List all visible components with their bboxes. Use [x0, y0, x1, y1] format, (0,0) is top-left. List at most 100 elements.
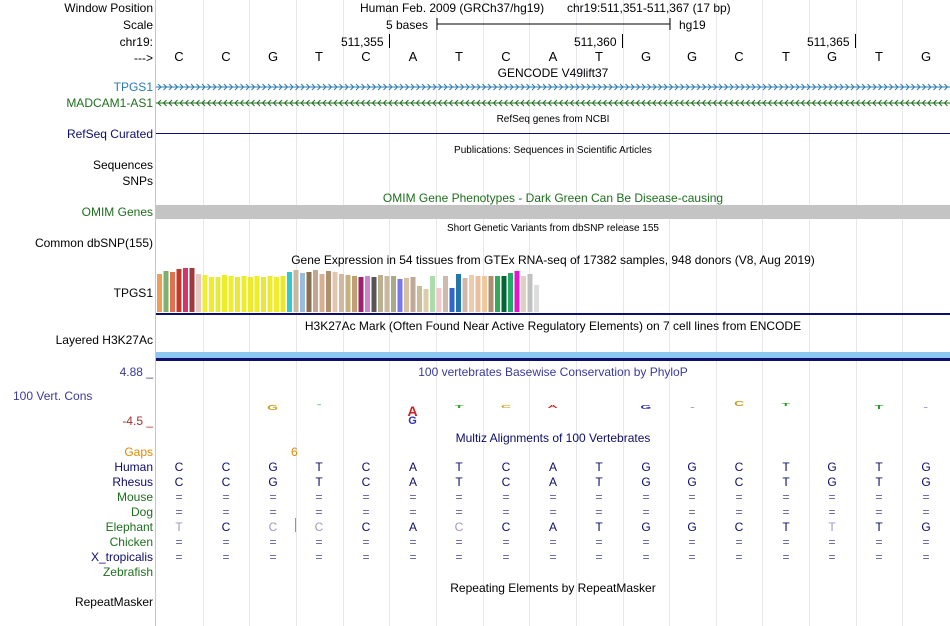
gtex-tissue-bar[interactable]: [534, 285, 539, 312]
omim-genes-label[interactable]: OMIM Genes: [81, 205, 153, 219]
gtex-tissue-bar[interactable]: [443, 276, 448, 312]
madcam1-as1-label[interactable]: MADCAM1-AS1: [66, 96, 153, 110]
gtex-tissue-bar[interactable]: [274, 277, 279, 312]
phylop-title[interactable]: 100 vertebrates Basewise Conservation by…: [418, 365, 688, 379]
gtex-tissue-bar[interactable]: [170, 272, 175, 312]
sequences-label[interactable]: Sequences: [92, 158, 153, 172]
gtex-tissue-bar[interactable]: [469, 275, 474, 312]
gtex-tissue-bar[interactable]: [261, 277, 266, 312]
gtex-tissue-bar[interactable]: [417, 286, 422, 312]
alignment-base: =: [828, 550, 836, 564]
gtex-tissue-bar[interactable]: [436, 288, 442, 312]
gtex-tissue-bar[interactable]: [501, 276, 507, 312]
gtex-tissue-bar[interactable]: [183, 268, 188, 312]
species-label[interactable]: Elephant: [105, 520, 153, 534]
gtex-tissue-bar[interactable]: [332, 272, 338, 312]
species-label[interactable]: Human: [114, 460, 153, 474]
gtex-tissue-bar[interactable]: [306, 272, 312, 312]
gencode-title[interactable]: GENCODE V49lift37: [497, 66, 609, 80]
gtex-tissue-bar[interactable]: [482, 276, 487, 312]
species-label[interactable]: Mouse: [116, 490, 153, 504]
species-label[interactable]: Rhesus: [112, 475, 153, 489]
species-label[interactable]: Zebrafish: [102, 565, 153, 579]
gtex-tissue-bar[interactable]: [521, 276, 526, 312]
gtex-tissue-bar[interactable]: [423, 289, 429, 312]
gtex-tissue-bar[interactable]: [280, 276, 286, 312]
gtex-tissue-bar[interactable]: [456, 274, 461, 312]
gtex-tissue-bar[interactable]: [235, 277, 240, 312]
gtex-tissue-bar[interactable]: [248, 277, 253, 312]
refseq-title[interactable]: RefSeq genes from NCBI: [496, 114, 610, 125]
publications-title[interactable]: Publications: Sequences in Scientific Ar…: [454, 145, 652, 156]
tpgs1-gene-line[interactable]: [156, 81, 950, 93]
species-label[interactable]: X_tropicalis: [90, 550, 153, 564]
gtex-tissue-bar[interactable]: [410, 277, 416, 312]
species-label[interactable]: Dog: [130, 505, 153, 519]
omim-bar[interactable]: [156, 205, 950, 219]
gtex-tissue-bar[interactable]: [215, 277, 221, 312]
alignment-base: C: [734, 460, 744, 474]
gtex-tissue-bar[interactable]: [495, 276, 500, 312]
gtex-tissue-bar[interactable]: [508, 273, 513, 312]
gtex-tissue-bar[interactable]: [157, 274, 162, 312]
gtex-tissue-bar[interactable]: [202, 275, 208, 312]
dbsnp-title[interactable]: Short Genetic Variants from dbSNP releas…: [447, 223, 659, 234]
gtex-tissue-bar[interactable]: [326, 271, 331, 312]
gtex-tissue-bar[interactable]: [209, 277, 214, 312]
gtex-tissue-bar[interactable]: [345, 275, 351, 312]
gtex-tissue-bar[interactable]: [378, 275, 383, 312]
gtex-expression-chart[interactable]: [156, 266, 950, 316]
h3k27ac-signal[interactable]: [156, 352, 950, 358]
gtex-tissue-bar[interactable]: [319, 274, 325, 312]
gtex-tissue-bar[interactable]: [430, 276, 435, 312]
gtex-tissue-bar[interactable]: [228, 276, 234, 312]
gtex-tissue-bar[interactable]: [514, 271, 520, 312]
gtex-tissue-bar[interactable]: [462, 278, 468, 312]
gtex-tissue-bar[interactable]: [196, 274, 201, 312]
phylop-sequence-logo[interactable]: G - A T C A G - C T T -G: [156, 392, 950, 426]
label-divider[interactable]: [155, 0, 156, 626]
gtex-tissue-bar[interactable]: [293, 270, 299, 312]
h3k27ac-title[interactable]: H3K27Ac Mark (Often Found Near Active Re…: [304, 319, 802, 333]
gtex-tissue-bar[interactable]: [475, 276, 481, 312]
gtex-tissue-bar[interactable]: [404, 278, 409, 312]
gtex-tissue-bar[interactable]: [527, 274, 533, 312]
gtex-tissue-bar[interactable]: [391, 276, 396, 312]
gtex-tissue-bar[interactable]: [189, 268, 195, 312]
gtex-tissue-bar[interactable]: [384, 276, 390, 312]
gtex-tissue-bar[interactable]: [449, 288, 455, 312]
gtex-tissue-bar[interactable]: [365, 276, 370, 312]
gtex-tpgs1-label[interactable]: TPGS1: [113, 286, 153, 300]
gtex-tissue-bar[interactable]: [313, 270, 318, 312]
gtex-tissue-bar[interactable]: [300, 273, 305, 312]
gtex-tissue-bar[interactable]: [254, 276, 260, 312]
gaps-label[interactable]: Gaps: [124, 445, 153, 459]
gtex-tissue-bar[interactable]: [176, 269, 182, 312]
refseq-curated-label[interactable]: RefSeq Curated: [66, 127, 153, 141]
gtex-tissue-bar[interactable]: [371, 277, 377, 312]
refseq-gene-line[interactable]: [156, 133, 950, 134]
species-label[interactable]: Chicken: [109, 535, 153, 549]
common-dbsnp-label[interactable]: Common dbSNP(155): [34, 236, 153, 250]
layered-h3k27ac-label[interactable]: Layered H3K27Ac: [55, 333, 153, 347]
gtex-tissue-bar[interactable]: [241, 276, 247, 312]
madcam1-as1-gene-line[interactable]: [156, 97, 950, 109]
gtex-tissue-bar[interactable]: [488, 276, 494, 312]
tpgs1-label[interactable]: TPGS1: [113, 80, 153, 94]
multiz-title[interactable]: Multiz Alignments of 100 Vertebrates: [455, 431, 651, 445]
gtex-tissue-bar[interactable]: [287, 272, 292, 312]
repeatmasker-title[interactable]: Repeating Elements by RepeatMasker: [450, 581, 656, 595]
gtex-tissue-bar[interactable]: [222, 275, 227, 312]
gtex-tissue-bar[interactable]: [163, 271, 169, 312]
repeatmasker-label[interactable]: RepeatMasker: [74, 595, 153, 609]
alignment-base: G: [827, 460, 837, 474]
gtex-tissue-bar[interactable]: [352, 276, 357, 312]
snps-label[interactable]: SNPs: [122, 174, 153, 188]
gtex-tissue-bar[interactable]: [267, 276, 273, 312]
vert-cons-label[interactable]: 100 Vert. Cons: [13, 389, 93, 403]
gtex-title[interactable]: Gene Expression in 54 tissues from GTEx …: [291, 253, 815, 267]
gtex-tissue-bar[interactable]: [397, 279, 403, 312]
gtex-tissue-bar[interactable]: [339, 274, 344, 312]
omim-title[interactable]: OMIM Gene Phenotypes - Dark Green Can Be…: [382, 191, 724, 205]
gtex-tissue-bar[interactable]: [358, 277, 364, 312]
